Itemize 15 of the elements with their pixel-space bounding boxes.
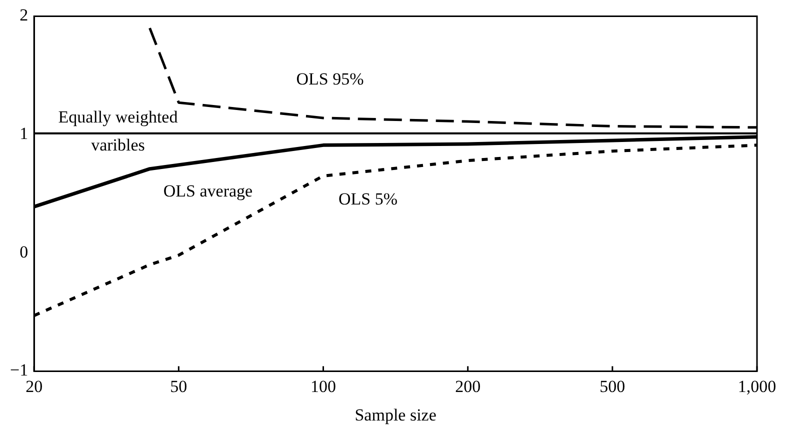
x-tick-label: 1,000 [738,376,776,396]
x-tick-label: 500 [600,376,626,396]
series-label: Equally weighted varibles [58,107,178,154]
x-tick-label: 20 [26,376,43,396]
x-tick-label: 50 [170,376,188,396]
y-tick-label: 2 [20,6,28,25]
y-tick-label: 1 [20,124,28,143]
series-label: OLS 5% [338,189,398,208]
series-label: OLS average [163,181,253,200]
series-label: OLS 95% [296,69,364,88]
x-tick-label: 200 [455,376,481,396]
x-tick-label: 100 [310,376,336,396]
x-axis-title: Sample size [354,405,436,424]
y-tick-label: 0 [20,242,28,262]
y-tick-label: −1 [10,360,28,380]
